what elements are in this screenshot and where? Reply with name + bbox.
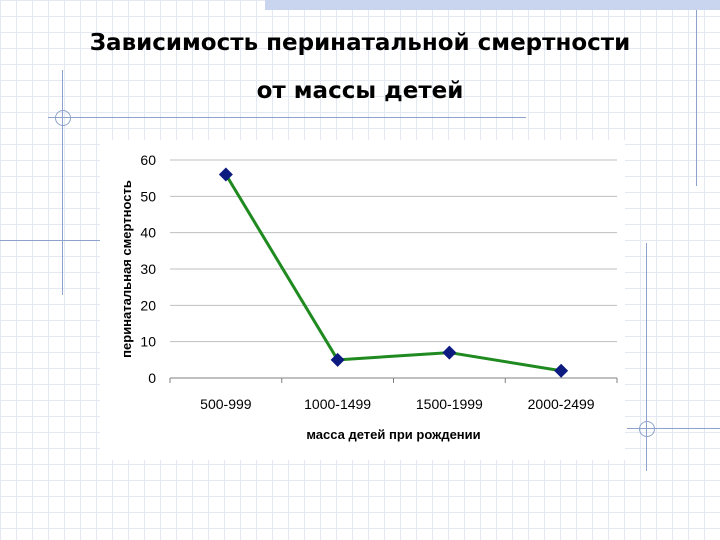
data-point-marker <box>442 345 457 360</box>
series-line <box>224 173 562 373</box>
decorative-horizontal-line-top <box>48 117 526 118</box>
y-tick-label: 60 <box>140 152 156 168</box>
y-tick-label: 50 <box>140 188 156 204</box>
y-tick-label: 40 <box>140 225 156 241</box>
x-tick-label: 500-999 <box>200 396 252 412</box>
decorative-circle-bottom-right <box>639 421 655 437</box>
data-point-marker <box>218 167 233 182</box>
y-tick-label: 10 <box>140 334 156 350</box>
decorative-top-bar <box>265 0 720 10</box>
line-chart: 0 10 20 30 40 50 60 500-999 1000-1499 1500-1999 20… <box>119 152 618 442</box>
data-point-marker <box>554 363 569 378</box>
y-axis-title: перинатальная смертность <box>119 180 134 358</box>
x-tick-label: 1000-1499 <box>304 396 371 412</box>
slide-title-line-1: Зависимость перинатальной смертности <box>89 30 631 56</box>
decorative-circle-top-left <box>55 110 71 126</box>
x-tick-label: 1500-1999 <box>416 396 483 412</box>
y-tick-label: 20 <box>140 297 156 313</box>
slide-title-line-2: от массы детей <box>256 78 464 104</box>
decorative-horizontal-line-left <box>0 240 100 241</box>
decorative-vertical-line-left <box>62 70 63 295</box>
data-point-marker <box>330 352 345 367</box>
decorative-vertical-line-right-top <box>696 10 697 186</box>
decorative-vertical-line-right <box>646 243 647 471</box>
x-tick-label: 2000-2499 <box>528 396 595 412</box>
y-tick-label: 30 <box>140 261 156 277</box>
decorative-horizontal-line-right <box>627 428 720 429</box>
x-axis-title: масса детей при рождении <box>306 427 480 442</box>
y-tick-label: 0 <box>148 370 156 386</box>
chart-area: 0 10 20 30 40 50 60 500-999 1000-1499 1500-1999 20… <box>100 140 625 460</box>
